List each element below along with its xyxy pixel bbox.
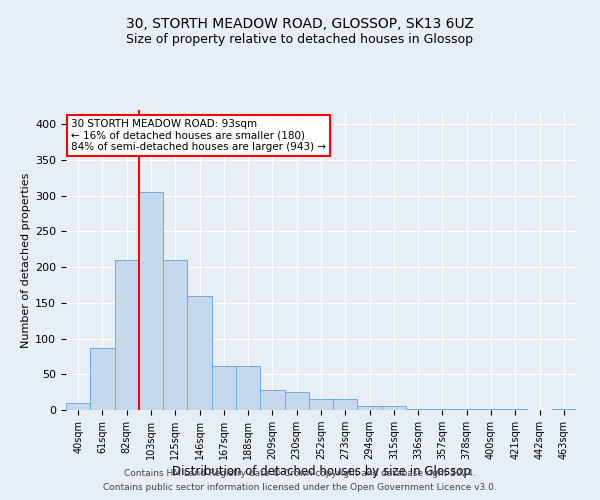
Bar — [382, 406, 406, 410]
Bar — [90, 348, 115, 410]
Bar — [139, 192, 163, 410]
Bar — [260, 390, 284, 410]
Text: Contains public sector information licensed under the Open Government Licence v3: Contains public sector information licen… — [103, 484, 497, 492]
Bar — [236, 366, 260, 410]
Bar — [333, 400, 358, 410]
Y-axis label: Number of detached properties: Number of detached properties — [21, 172, 31, 348]
Bar — [552, 408, 576, 410]
Bar — [455, 408, 479, 410]
Bar — [187, 296, 212, 410]
Text: Contains HM Land Registry data © Crown copyright and database right 2024.: Contains HM Land Registry data © Crown c… — [124, 468, 476, 477]
Bar — [503, 408, 527, 410]
X-axis label: Distribution of detached houses by size in Glossop: Distribution of detached houses by size … — [172, 465, 470, 478]
Bar — [163, 260, 187, 410]
Bar — [358, 406, 382, 410]
Bar — [309, 400, 333, 410]
Bar — [66, 403, 90, 410]
Bar — [115, 260, 139, 410]
Bar — [430, 408, 455, 410]
Text: 30, STORTH MEADOW ROAD, GLOSSOP, SK13 6UZ: 30, STORTH MEADOW ROAD, GLOSSOP, SK13 6U… — [126, 18, 474, 32]
Text: Size of property relative to detached houses in Glossop: Size of property relative to detached ho… — [127, 32, 473, 46]
Bar — [212, 366, 236, 410]
Bar — [284, 392, 309, 410]
Bar — [479, 408, 503, 410]
Bar — [406, 408, 430, 410]
Text: 30 STORTH MEADOW ROAD: 93sqm
← 16% of detached houses are smaller (180)
84% of s: 30 STORTH MEADOW ROAD: 93sqm ← 16% of de… — [71, 119, 326, 152]
